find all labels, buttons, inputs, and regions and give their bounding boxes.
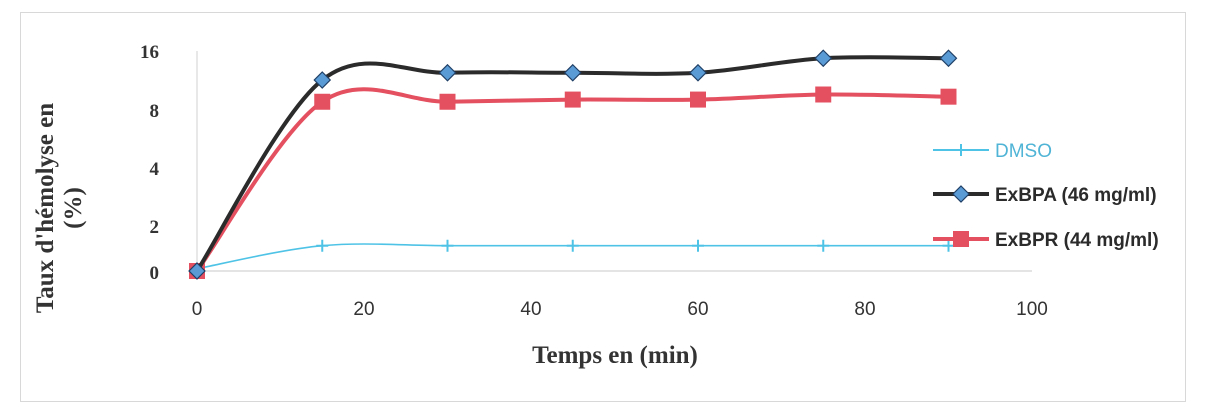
exbpa-46-mg-ml-point [814, 49, 833, 68]
exbpr-44-mg-ml-point [314, 93, 331, 110]
exbpr-44-mg-ml-point [439, 93, 456, 110]
exbpa-46-mg-ml-point [563, 63, 582, 82]
exbpa-46-mg-ml-point [689, 63, 707, 82]
hemolysis-line-chart: 16 8 4 2 0 Temps en (min) Taux d'hémolys… [32, 42, 1159, 369]
legend: DMSO ExBPA (46 mg/ml) ExBPR (44 mg/ml) [933, 141, 1159, 251]
exbpr-44-mg-ml-point [690, 91, 706, 108]
x-axis-title: Temps en (min) [532, 342, 698, 369]
legend-label: ExBPA (46 mg/ml) [995, 185, 1157, 206]
y-tick-label: 16 [140, 42, 159, 63]
x-tick-label: 80 [854, 299, 875, 320]
x-tick-label: 60 [687, 299, 708, 320]
x-tick-label: 20 [353, 299, 374, 320]
exbpa-46-mg-ml-point [313, 71, 332, 89]
legend-item-exbpr-44-mg-ml: ExBPR (44 mg/ml) [933, 230, 1159, 251]
x-tick-label: 0 [192, 299, 203, 320]
y-tick-label: 2 [150, 217, 160, 238]
legend-dmso-point [955, 144, 967, 156]
x-tick-label: 100 [1016, 299, 1048, 320]
legend-item-exbpa-46-mg-ml: ExBPA (46 mg/ml) [933, 185, 1157, 206]
legend-label: DMSO [995, 141, 1052, 162]
y-axis-title-line-2: (%) [60, 187, 87, 229]
dmso-point [692, 239, 704, 252]
dmso-point [817, 239, 830, 252]
dmso-point [566, 239, 579, 252]
dmso-point [942, 239, 955, 252]
exbpr-44-mg-ml-point [940, 88, 957, 105]
exbpa-46-mg-ml-point [188, 262, 206, 280]
exbpr-44-mg-ml-point [815, 86, 832, 103]
chart-frame: 16 8 4 2 0 Temps en (min) Taux d'hémolys… [20, 12, 1186, 402]
legend-label: ExBPR (44 mg/ml) [995, 230, 1159, 251]
dmso-point [316, 239, 329, 252]
exbpa-46-mg-ml-point [438, 63, 457, 82]
dmso-point [441, 239, 454, 252]
series-layer [188, 49, 958, 280]
legend-exbpr-44-mg-ml-point [953, 231, 969, 247]
exbpr-44-mg-ml-point [564, 91, 581, 108]
exbpa-46-mg-ml-line [195, 55, 949, 273]
x-tick-labels: 0 20 40 60 80 100 [192, 299, 1048, 320]
y-tick-label: 8 [150, 101, 160, 122]
series-exbpr-44-mg-ml [189, 86, 957, 279]
y-tick-label: 4 [150, 159, 160, 180]
legend-exbpa-46-mg-ml-point [952, 185, 970, 203]
series-exbpa-46-mg-ml [188, 49, 958, 280]
exbpa-46-mg-ml-point [939, 49, 958, 68]
series-dmso [191, 239, 955, 275]
legend-item-dmso: DMSO [933, 141, 1052, 162]
x-tick-label: 40 [520, 299, 541, 320]
y-axis-title-line-1: Taux d'hémolyse en [32, 103, 59, 313]
y-tick-label: 0 [150, 263, 160, 284]
